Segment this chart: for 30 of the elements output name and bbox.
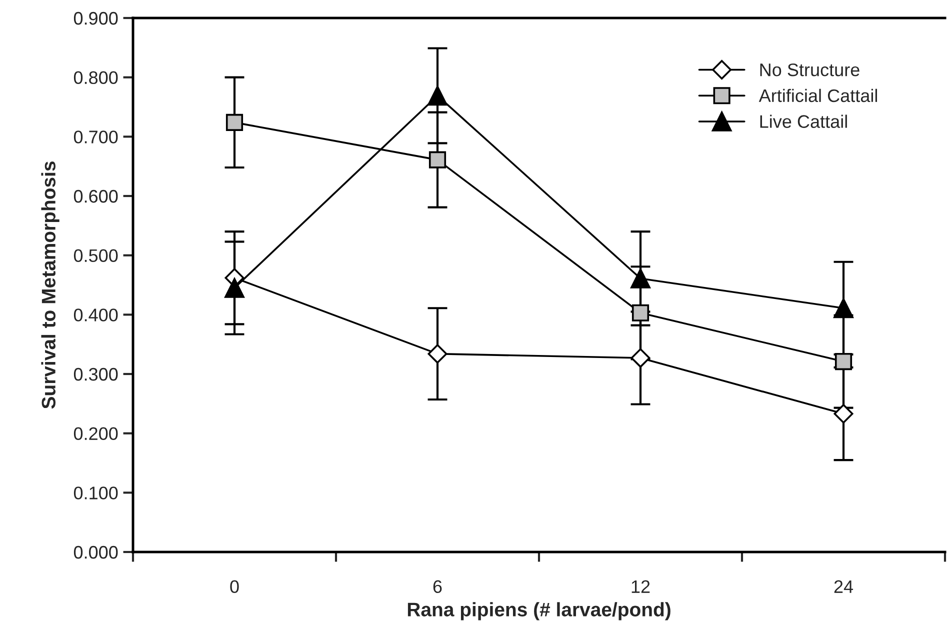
point bbox=[428, 344, 448, 364]
point bbox=[428, 86, 448, 106]
y-tick-label: 0.900 bbox=[74, 12, 118, 25]
point bbox=[834, 404, 854, 424]
x-tick-label: 6 bbox=[433, 580, 442, 594]
x-tick-label: 0 bbox=[230, 580, 239, 594]
legend-label: Live Cattail bbox=[760, 114, 847, 128]
point bbox=[834, 352, 852, 370]
point bbox=[428, 151, 446, 168]
point bbox=[834, 298, 854, 318]
legend-label: No Structure bbox=[760, 63, 860, 76]
point bbox=[630, 348, 650, 368]
y-axis-title: Survival to Metamorphosis bbox=[41, 162, 60, 409]
y-tick-label: 0.400 bbox=[74, 308, 118, 322]
y-tick-label: 0.200 bbox=[74, 427, 118, 440]
y-tick-label: 0.300 bbox=[74, 368, 118, 381]
point bbox=[224, 278, 244, 298]
x-tick-label: 24 bbox=[834, 580, 854, 593]
point bbox=[630, 268, 650, 288]
legend-label: Artificial Cattail bbox=[758, 88, 878, 102]
point bbox=[226, 114, 244, 131]
y-tick-label: 0.100 bbox=[74, 486, 118, 500]
y-tick-label: 0.600 bbox=[74, 190, 118, 203]
x-axis-title: Rana pipiens (# larvae/pond) bbox=[408, 602, 670, 620]
y-tick-label: 0.800 bbox=[74, 71, 118, 84]
y-tick-label: 0.700 bbox=[74, 130, 118, 144]
y-tick-label: 0.500 bbox=[74, 249, 118, 262]
point bbox=[632, 304, 650, 322]
x-tick-label: 12 bbox=[632, 580, 650, 593]
y-tick-label: 0.000 bbox=[74, 546, 118, 559]
